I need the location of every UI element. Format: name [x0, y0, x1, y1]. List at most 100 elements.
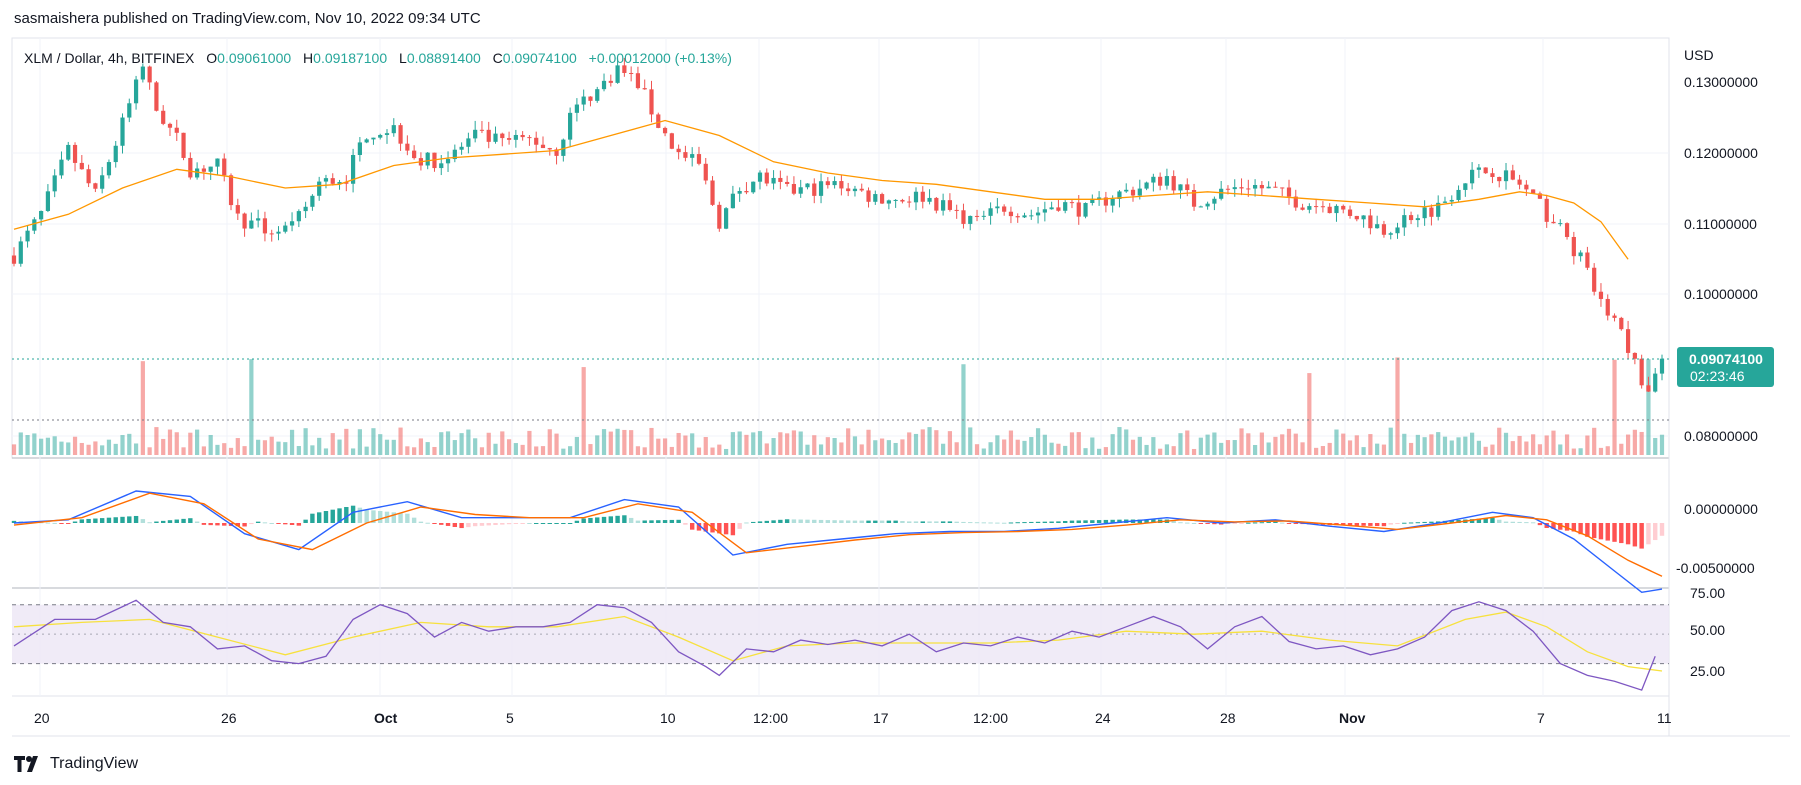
candle-body	[1049, 207, 1054, 210]
volume-bar	[1205, 434, 1210, 455]
volume-bar	[547, 429, 552, 455]
candle-body	[696, 154, 702, 164]
volume-bar	[52, 436, 57, 455]
macd-histogram-bar	[1354, 523, 1360, 526]
volume-bar	[432, 446, 437, 455]
candle-body	[195, 168, 200, 178]
volume-bar	[1117, 427, 1122, 455]
macd-histogram-bar	[1029, 521, 1034, 523]
candle-body	[1558, 223, 1563, 225]
macd-histogram-bar	[1191, 523, 1197, 524]
candle-body	[1334, 205, 1339, 214]
macd-histogram-bar	[751, 521, 756, 523]
candle-body	[276, 231, 281, 234]
macd-histogram-bar	[547, 523, 552, 524]
macd-histogram-bar	[1144, 519, 1149, 523]
candle-body	[405, 143, 410, 151]
macd-histogram-bar	[1313, 523, 1319, 525]
macd-histogram-bar	[595, 517, 600, 523]
macd-tick: -0.00500000	[1676, 560, 1755, 576]
macd-histogram-bar	[310, 513, 315, 523]
macd-histogram-bar	[188, 518, 193, 523]
volume-bar	[785, 433, 790, 455]
candle-body	[425, 152, 430, 166]
macd-histogram-bar	[1537, 523, 1543, 526]
macd-histogram-bar	[1259, 522, 1265, 524]
candle-body	[635, 73, 641, 89]
volume-bar	[886, 440, 891, 455]
volume-bar	[398, 427, 403, 455]
volume-bar	[66, 442, 71, 455]
macd-histogram-bar	[1449, 520, 1454, 523]
candle-body	[1490, 173, 1495, 178]
volume-bar	[1110, 434, 1115, 455]
candle-body	[1205, 203, 1210, 207]
volume-bar	[1510, 441, 1515, 455]
macd-histogram-bar	[676, 519, 681, 523]
volume-bar	[378, 434, 383, 455]
macd-histogram-bar	[79, 519, 85, 523]
macd-histogram-bar	[886, 520, 892, 523]
macd-histogram-bar	[940, 521, 946, 523]
candle-body	[66, 144, 71, 160]
candle-body	[513, 134, 518, 140]
volume-bar	[1395, 357, 1400, 455]
volume-bar	[656, 438, 661, 455]
volume-bar	[93, 441, 98, 455]
candle-body	[866, 190, 871, 202]
candle-body	[629, 72, 634, 74]
macd-histogram-bar	[1517, 521, 1522, 523]
volume-bar	[764, 443, 769, 455]
volume-bar	[1314, 447, 1319, 455]
candle-body	[601, 80, 607, 90]
volume-bar	[1375, 443, 1380, 455]
volume-bar	[988, 442, 993, 455]
macd-histogram-bar	[262, 522, 268, 524]
macd-histogram-bar	[405, 513, 410, 523]
candle-body	[242, 213, 247, 229]
macd-histogram-bar	[832, 520, 837, 523]
volume-bar	[1280, 434, 1285, 455]
volume-bar	[941, 443, 946, 455]
volume-bar	[1286, 428, 1292, 455]
volume-bar	[256, 439, 261, 455]
volume-bar	[1307, 373, 1312, 455]
macd-histogram-bar	[1137, 519, 1142, 523]
candle-body	[1185, 184, 1190, 191]
macd-histogram-bar	[133, 515, 139, 523]
macd-histogram-bar	[364, 509, 369, 523]
candle-body	[208, 166, 213, 172]
candle-body	[703, 163, 708, 181]
candle-body	[18, 241, 23, 264]
footer-brand[interactable]: TradingView	[50, 755, 139, 772]
rsi-tick: 50.00	[1690, 622, 1725, 638]
volume-bar	[1178, 433, 1183, 455]
price-tick: 0.12000000	[1684, 145, 1758, 161]
volume-bar	[1571, 448, 1576, 455]
volume-bar	[669, 446, 674, 455]
candle-body	[785, 181, 790, 184]
volume-bar	[832, 438, 837, 455]
macd-histogram-bar	[1659, 523, 1665, 536]
candle-body	[1524, 184, 1529, 190]
volume-bar	[330, 433, 335, 455]
macd-histogram-bar	[425, 522, 430, 524]
candle-body	[1415, 218, 1420, 221]
candle-body	[927, 197, 932, 202]
macd-histogram-bar	[913, 521, 919, 523]
macd-histogram-bar	[859, 520, 864, 523]
macd-histogram-bar	[554, 523, 559, 524]
candle-body	[1659, 358, 1665, 374]
candle-body	[188, 157, 193, 178]
candle-body	[723, 208, 729, 229]
macd-histogram-bar	[11, 520, 17, 523]
volume-bar	[1008, 430, 1014, 455]
candle-body	[1117, 191, 1122, 200]
volume-bar	[1144, 444, 1149, 455]
volume-bar	[167, 429, 173, 455]
volume-bar	[635, 446, 641, 455]
volume-bar	[1598, 447, 1604, 455]
macd-histogram-bar	[1178, 522, 1183, 524]
candle-body	[805, 183, 810, 188]
